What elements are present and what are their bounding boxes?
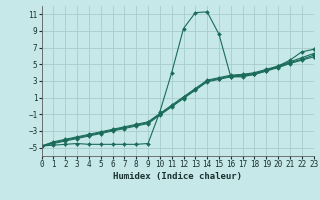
X-axis label: Humidex (Indice chaleur): Humidex (Indice chaleur) bbox=[113, 172, 242, 181]
